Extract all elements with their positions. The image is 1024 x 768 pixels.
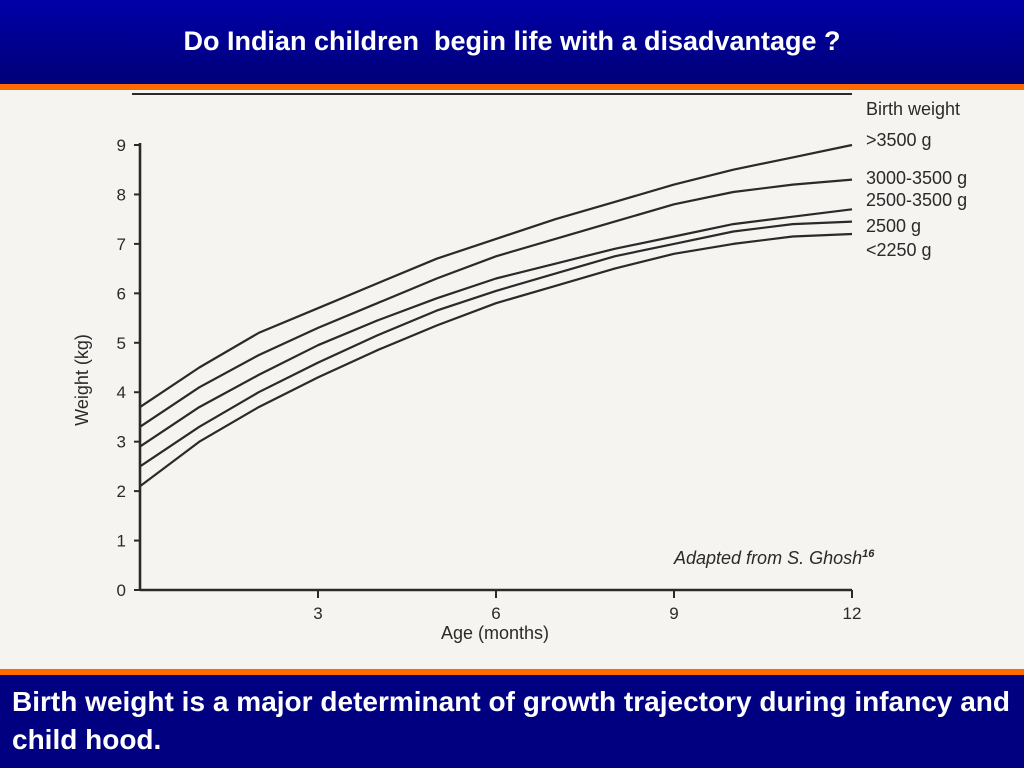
source-note-ref: 16	[862, 548, 875, 560]
y-tick-label-1: 1	[117, 532, 126, 551]
x-tick-label-3: 3	[313, 604, 322, 623]
legend-entry-2: 3000-3500 g	[866, 168, 967, 188]
legend-entry-5: <2250 g	[866, 240, 932, 260]
legend-entry-3: 2500-3500 g	[866, 190, 967, 210]
x-tick-label-9: 9	[669, 604, 678, 623]
y-tick-label-6: 6	[117, 284, 126, 303]
series-line-5	[139, 232, 853, 488]
series-line-2	[139, 178, 853, 428]
y-tick-label-3: 3	[117, 433, 126, 452]
growth-chart-figure: 0 1 2 3 4 5 6 7 8 9 3 6 9 12 >3500 g 3000-3500 g 2500-3…	[0, 90, 1024, 669]
x-axis-label: Age (months)	[441, 623, 549, 643]
slide-caption: Birth weight is a major determinant of g…	[12, 686, 1010, 755]
y-tick-label-7: 7	[117, 235, 126, 254]
y-tick-label-9: 9	[117, 136, 126, 155]
x-tick-label-12: 12	[843, 604, 862, 623]
y-tick-label-2: 2	[117, 482, 126, 501]
y-tick-label-8: 8	[117, 185, 126, 204]
series-line-1	[139, 143, 853, 409]
legend-title: Birth weight	[866, 99, 960, 119]
accent-rule-bottom	[0, 669, 1024, 675]
slide-footer: Birth weight is a major determinant of g…	[0, 675, 1024, 768]
y-axis-label: Weight (kg)	[72, 334, 92, 426]
source-note-text: Adapted from S. Ghosh	[673, 548, 862, 568]
y-tick-label-4: 4	[117, 383, 126, 402]
accent-rule-top	[0, 84, 1024, 90]
y-tick-label-5: 5	[117, 334, 126, 353]
x-tick-label-6: 6	[491, 604, 500, 623]
slide-title: Do Indian children begin life with a dis…	[183, 26, 841, 56]
series-line-3	[139, 208, 853, 448]
source-note: Adapted from S. Ghosh16	[673, 548, 875, 568]
legend-entry-1: >3500 g	[866, 130, 932, 150]
series-line-4	[139, 220, 853, 468]
slide-header: Do Indian children begin life with a dis…	[0, 0, 1024, 84]
y-tick-label-0: 0	[117, 581, 126, 600]
legend-entry-4: 2500 g	[866, 216, 921, 236]
